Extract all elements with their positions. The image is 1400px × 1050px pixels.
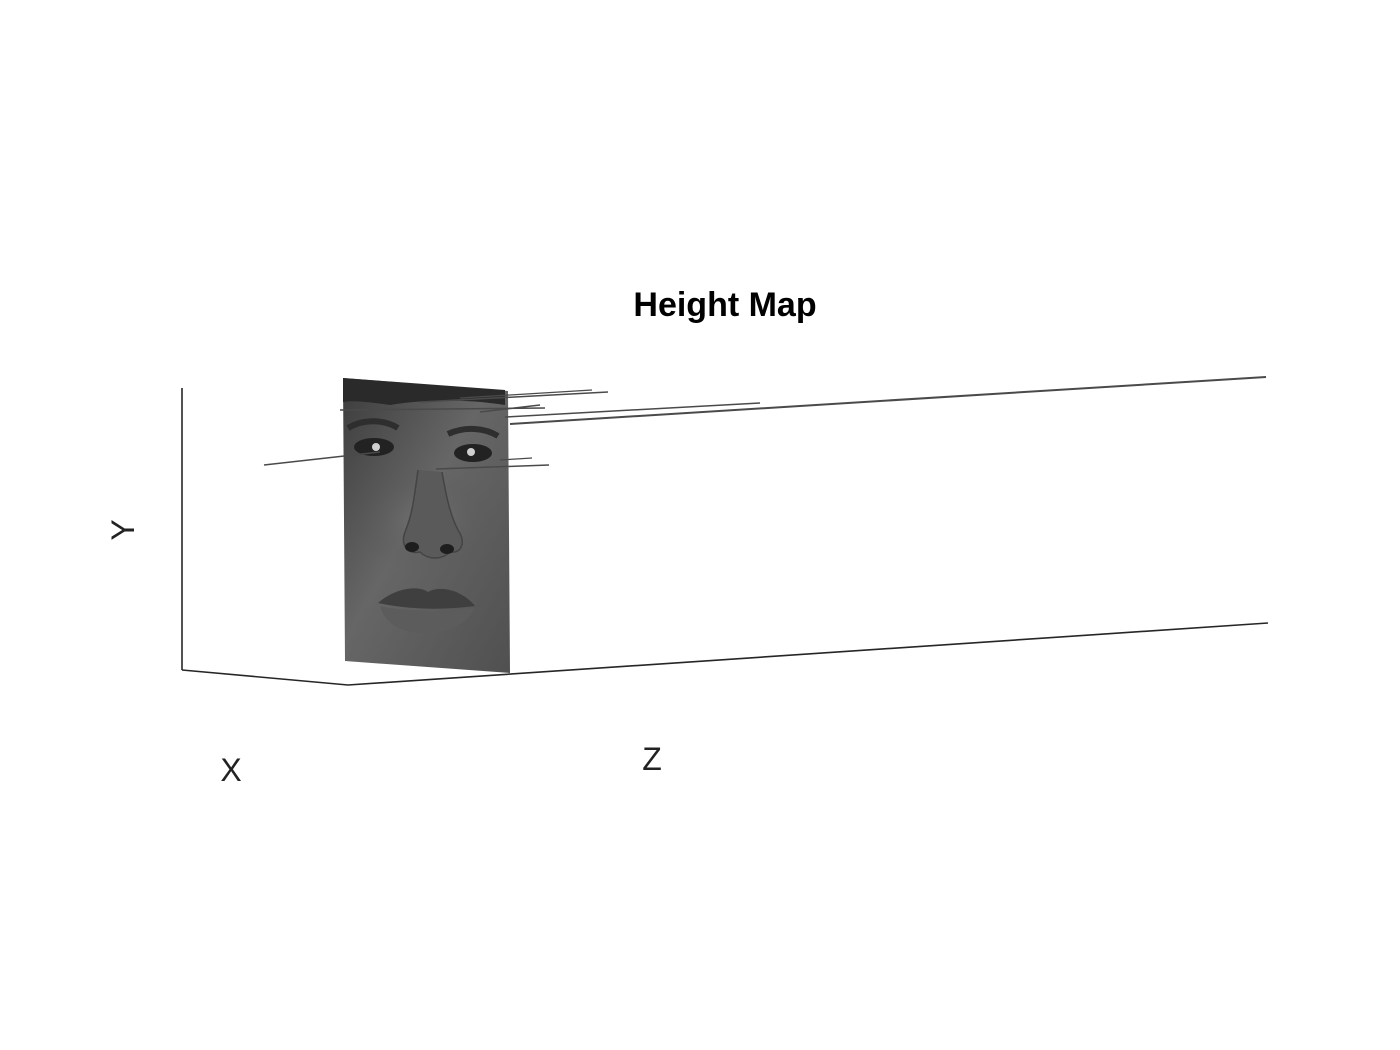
nose bbox=[402, 469, 463, 559]
x-axis-label: X bbox=[220, 752, 241, 788]
upper-lip bbox=[378, 588, 475, 609]
z-axis-label: Z bbox=[642, 741, 662, 777]
right-nostril bbox=[440, 544, 454, 554]
x-axis-line bbox=[181, 669, 349, 686]
y-axis-label: Y bbox=[105, 519, 141, 540]
right-brow bbox=[446, 426, 500, 439]
height-map-surface bbox=[263, 376, 1267, 673]
left-eye-glint bbox=[372, 443, 380, 451]
left-nostril bbox=[405, 542, 419, 552]
axes-box bbox=[181, 388, 1269, 686]
hair-region bbox=[343, 378, 505, 405]
left-brow bbox=[346, 418, 400, 431]
lower-lip bbox=[380, 606, 474, 634]
right-eye-glint bbox=[467, 448, 475, 456]
z-axis-line bbox=[347, 622, 1269, 686]
surface-spikes bbox=[263, 376, 1267, 470]
chart-title: Height Map bbox=[633, 286, 816, 324]
